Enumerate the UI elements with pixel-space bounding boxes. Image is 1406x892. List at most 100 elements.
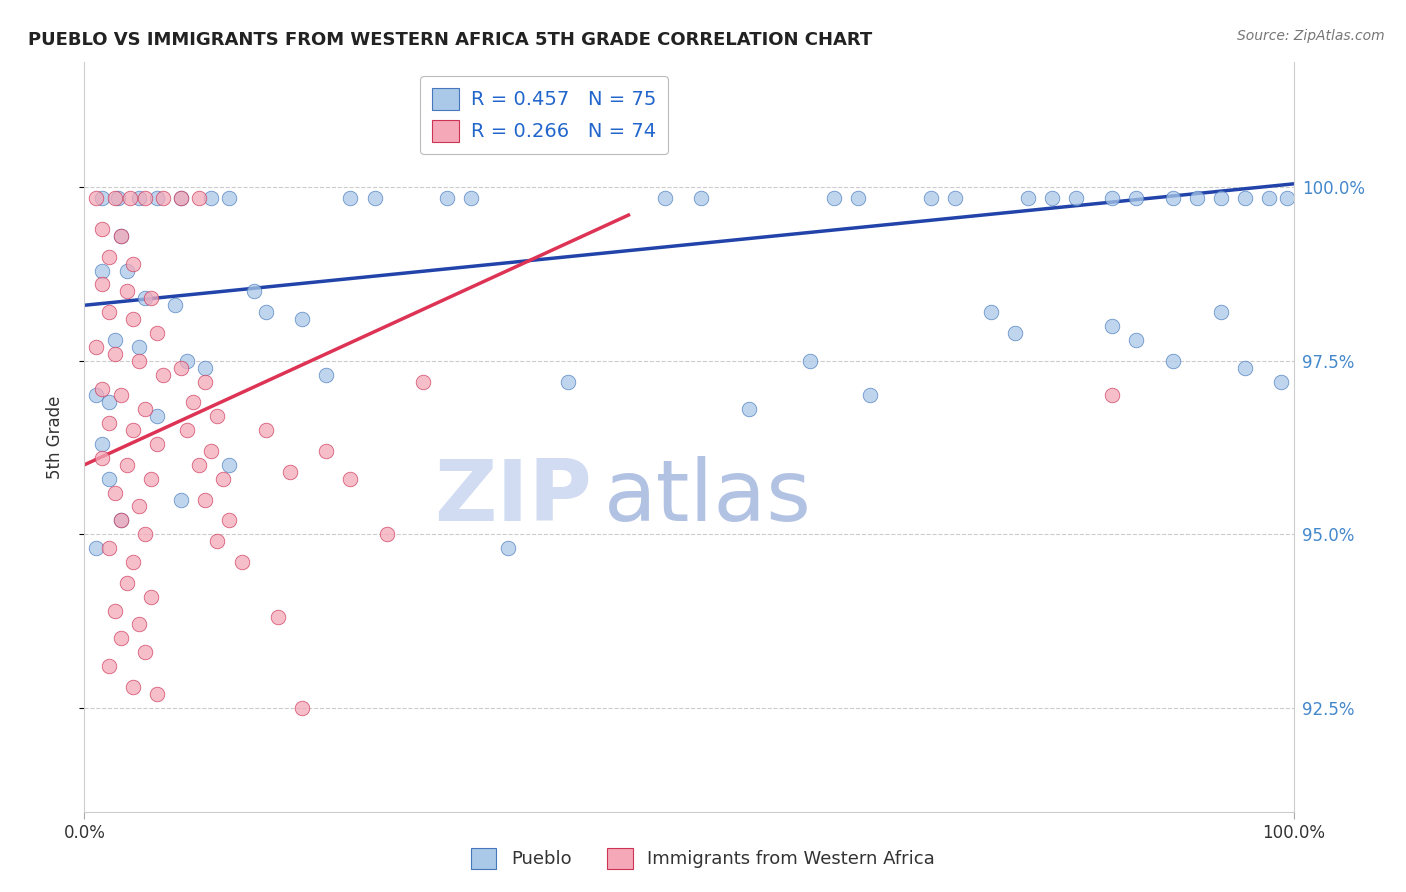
Point xyxy=(1101,388,1123,402)
Point xyxy=(291,700,314,714)
Point xyxy=(1209,191,1232,205)
Point xyxy=(115,263,138,277)
Point xyxy=(121,312,143,326)
Point xyxy=(128,353,150,368)
Point xyxy=(139,472,162,486)
Point xyxy=(110,228,132,243)
Point xyxy=(97,250,120,264)
Point xyxy=(170,191,193,205)
Point xyxy=(115,458,138,472)
Point xyxy=(146,437,169,451)
Point xyxy=(146,326,169,340)
Point xyxy=(291,312,314,326)
Point xyxy=(91,191,114,205)
Point xyxy=(242,285,264,299)
Y-axis label: 5th Grade: 5th Grade xyxy=(45,395,63,479)
Point xyxy=(86,340,108,354)
Point xyxy=(107,191,129,205)
Point xyxy=(363,191,385,205)
Point xyxy=(496,541,519,555)
Point xyxy=(134,191,156,205)
Point xyxy=(654,191,676,205)
Point xyxy=(823,191,845,205)
Point xyxy=(128,191,150,205)
Point xyxy=(152,368,174,382)
Point xyxy=(218,513,240,527)
Point xyxy=(104,347,127,361)
Point xyxy=(91,437,114,451)
Point xyxy=(207,534,229,549)
Text: Source: ZipAtlas.com: Source: ZipAtlas.com xyxy=(1237,29,1385,43)
Point xyxy=(194,492,217,507)
Point xyxy=(920,191,942,205)
Point xyxy=(980,305,1002,319)
Point xyxy=(1185,191,1208,205)
Point xyxy=(170,360,193,375)
Point xyxy=(412,375,434,389)
Point xyxy=(128,500,150,514)
Point xyxy=(278,465,301,479)
Point xyxy=(91,450,114,465)
Point xyxy=(200,444,222,458)
Point xyxy=(1234,360,1257,375)
Point xyxy=(1125,333,1147,347)
Text: atlas: atlas xyxy=(605,456,813,539)
Point xyxy=(557,375,579,389)
Point xyxy=(97,305,120,319)
Point xyxy=(97,395,120,409)
Point xyxy=(121,680,143,694)
Point xyxy=(121,423,143,437)
Point xyxy=(231,555,253,569)
Text: PUEBLO VS IMMIGRANTS FROM WESTERN AFRICA 5TH GRADE CORRELATION CHART: PUEBLO VS IMMIGRANTS FROM WESTERN AFRICA… xyxy=(28,31,872,49)
Point xyxy=(134,527,156,541)
Point xyxy=(176,353,198,368)
Point xyxy=(104,485,127,500)
Point xyxy=(188,458,211,472)
Point xyxy=(86,191,108,205)
Point xyxy=(91,277,114,292)
Point xyxy=(139,590,162,604)
Point xyxy=(254,305,277,319)
Point xyxy=(134,291,156,305)
Point xyxy=(110,513,132,527)
Point xyxy=(1125,191,1147,205)
Point xyxy=(146,687,169,701)
Point xyxy=(339,191,361,205)
Point xyxy=(218,191,240,205)
Point xyxy=(97,541,120,555)
Point xyxy=(97,659,120,673)
Point xyxy=(267,610,290,624)
Point xyxy=(104,191,127,205)
Point xyxy=(315,368,337,382)
Point xyxy=(1004,326,1026,340)
Point xyxy=(1017,191,1039,205)
Point xyxy=(1161,191,1184,205)
Legend: Pueblo, Immigrants from Western Africa: Pueblo, Immigrants from Western Africa xyxy=(464,840,942,876)
Point xyxy=(436,191,458,205)
Point xyxy=(212,472,235,486)
Point xyxy=(1064,191,1087,205)
Point xyxy=(181,395,204,409)
Point xyxy=(146,409,169,424)
Point xyxy=(859,388,882,402)
Point xyxy=(1209,305,1232,319)
Point xyxy=(943,191,966,205)
Point xyxy=(134,402,156,417)
Point xyxy=(1040,191,1063,205)
Point xyxy=(128,340,150,354)
Point xyxy=(91,382,114,396)
Point xyxy=(254,423,277,437)
Point xyxy=(91,263,114,277)
Point xyxy=(146,191,169,205)
Point xyxy=(170,492,193,507)
Point xyxy=(207,409,229,424)
Point xyxy=(128,617,150,632)
Point xyxy=(1101,191,1123,205)
Point xyxy=(188,191,211,205)
Point xyxy=(690,191,713,205)
Point xyxy=(115,285,138,299)
Point xyxy=(846,191,869,205)
Point xyxy=(120,191,142,205)
Point xyxy=(194,375,217,389)
Point xyxy=(170,191,193,205)
